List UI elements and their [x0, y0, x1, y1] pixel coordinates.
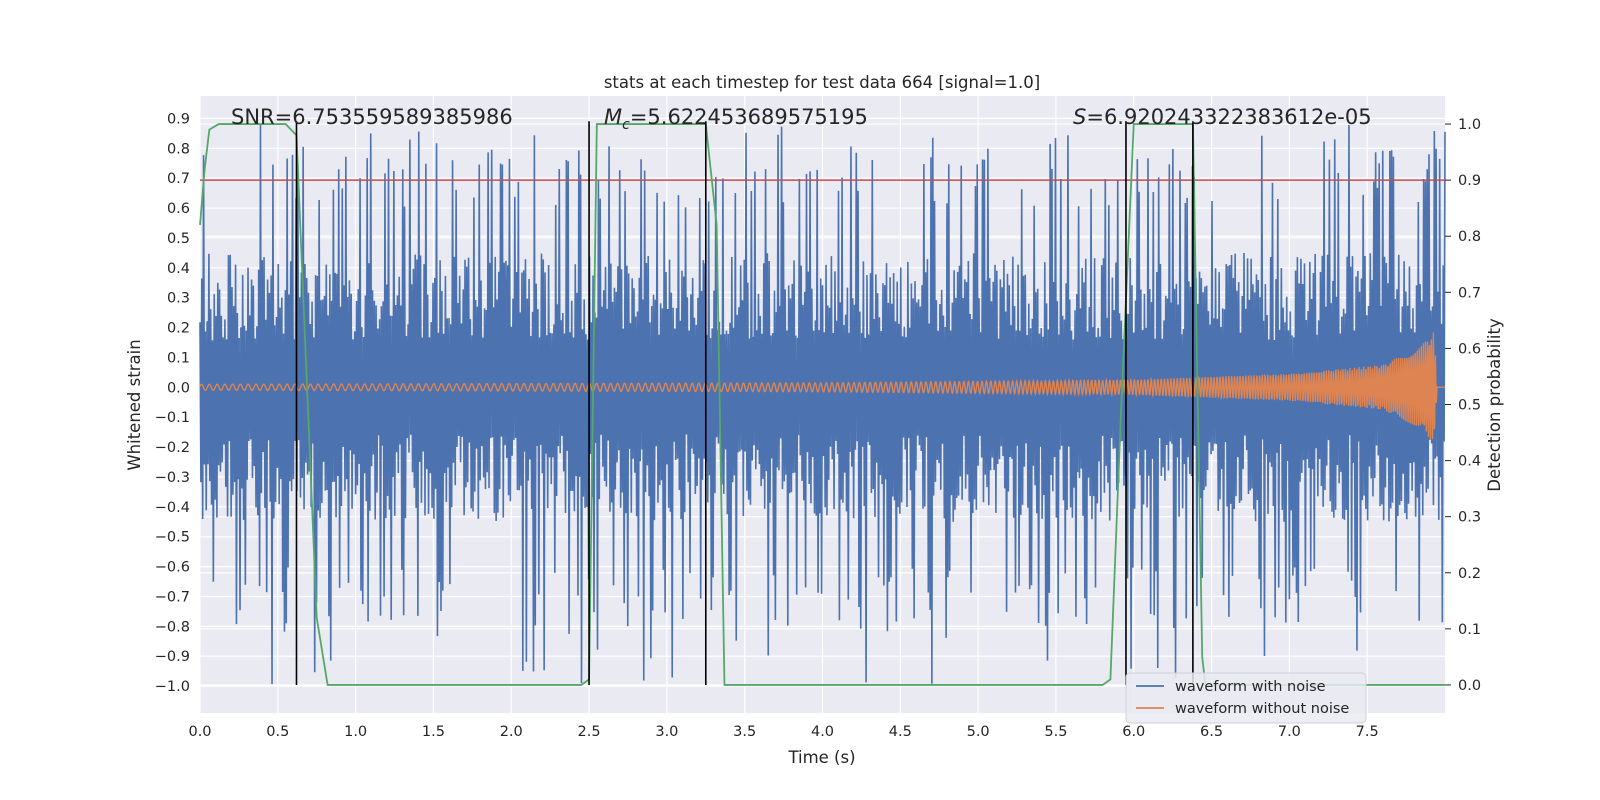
- chirp-mass-subscript: c: [622, 117, 630, 133]
- clean-waveform-line: [199, 332, 1445, 440]
- x-axis-ticks: 0.0 0.5 1.0 1.5 2.0 2.5 3.0 3.5 4.0 4.5 5.0 5.5 6.0 6…: [188, 724, 1378, 740]
- legend-box: [1125, 672, 1367, 724]
- x-tick-label: 0.0: [188, 724, 211, 740]
- series-waveform-with-noise: [199, 124, 1446, 685]
- chirp-mass-annotation: Mc=5.622453689575195: [604, 105, 868, 133]
- y-tick-label-right: 0.2: [1458, 566, 1481, 582]
- y-tick-label-right: 0.8: [1458, 229, 1481, 245]
- y-tick-label-left: −0.6: [155, 560, 190, 576]
- y-tick-label-right: 0.5: [1458, 398, 1481, 414]
- x-tick-label: 4.5: [889, 724, 912, 740]
- y-tick-label-right: 0.6: [1458, 341, 1481, 357]
- y-tick-label-left: 0.2: [167, 321, 190, 337]
- x-tick-label: 5.5: [1044, 724, 1067, 740]
- y-tick-label-right: 0.0: [1458, 678, 1481, 694]
- x-tick-label: 1.0: [344, 724, 367, 740]
- y-axis-left-ticks: 0.9 0.8 0.7 0.6 0.5 0.4 0.3 0.2 0.1 0.0 −0.1 −0.2 −0…: [155, 111, 190, 695]
- y-tick-label-left: 0.1: [167, 350, 190, 366]
- legend-label-clean: waveform without noise: [1175, 701, 1349, 717]
- chirp-mass-symbol: M: [604, 105, 622, 129]
- noise-waveform-line: [199, 124, 1446, 685]
- x-tick-label: 6.5: [1200, 724, 1223, 740]
- s-annotation: S=6.920243322383612e-05: [1073, 105, 1372, 129]
- y-tick-label-right: 0.4: [1458, 454, 1481, 470]
- probability-line: [199, 123, 1445, 686]
- x-tick-label: 1.5: [422, 724, 445, 740]
- y-tick-label-right: 0.9: [1458, 173, 1481, 189]
- y-tick-label-left: −0.7: [155, 589, 190, 605]
- series-waveform-without-noise: [199, 332, 1445, 440]
- y-tick-label-left: 0.3: [167, 291, 190, 307]
- legend: waveform with noise waveform without noi…: [1125, 672, 1367, 724]
- y-tick-label-left: 0.7: [167, 171, 190, 187]
- y-tick-label-left: −1.0: [155, 679, 190, 695]
- x-tick-label: 4.0: [811, 724, 834, 740]
- vertical-markers: [295, 121, 1194, 685]
- y-tick-label-right: 0.3: [1458, 510, 1481, 526]
- y-tick-label-left: 0.4: [167, 261, 190, 277]
- x-tick-label: 2.0: [500, 724, 523, 740]
- y-tick-label-left: 0.0: [167, 380, 190, 396]
- x-tick-label: 5.0: [967, 724, 990, 740]
- y-tick-label-left: −0.2: [155, 440, 190, 456]
- y-tick-label-left: 0.9: [167, 111, 190, 127]
- series-detection-probability: [199, 123, 1445, 686]
- x-axis-label: Time (s): [787, 748, 855, 767]
- y-axis-right-ticks: 1.0 0.9 0.8 0.7 0.6 0.5 0.4 0.3 0.2 0.1 0.0: [1445, 117, 1481, 694]
- snr-annotation: SNR=6.753559589385986: [231, 105, 513, 129]
- y-tick-label-left: −0.4: [155, 500, 190, 516]
- x-tick-label: 2.5: [578, 724, 601, 740]
- y-tick-label-left: 0.8: [167, 141, 190, 157]
- s-symbol: S: [1073, 105, 1086, 129]
- s-value: =6.920243322383612e-05: [1086, 105, 1371, 129]
- y-tick-label-right: 0.7: [1458, 285, 1481, 301]
- legend-label-noise: waveform with noise: [1175, 679, 1326, 695]
- y-tick-label-left: −0.9: [155, 649, 190, 665]
- y-tick-label-right: 1.0: [1458, 117, 1481, 133]
- y-axis-right-label: Detection probability: [1485, 318, 1504, 492]
- x-tick-label: 6.0: [1122, 724, 1145, 740]
- y-tick-label-left: −0.5: [155, 530, 190, 546]
- y-tick-label-right: 0.1: [1458, 622, 1481, 638]
- x-tick-label: 7.5: [1356, 724, 1379, 740]
- x-tick-label: 3.0: [655, 724, 678, 740]
- x-tick-label: 0.5: [266, 724, 289, 740]
- y-tick-label-left: 0.5: [167, 231, 190, 247]
- y-axis-left-label: Whitened strain: [125, 339, 144, 470]
- y-tick-label-left: 0.6: [167, 201, 190, 217]
- x-tick-label: 3.5: [733, 724, 756, 740]
- y-tick-label-left: −0.3: [155, 470, 190, 486]
- y-tick-label-left: −0.1: [155, 410, 190, 426]
- y-tick-label-left: −0.8: [155, 619, 190, 635]
- chirp-mass-value: =5.622453689575195: [630, 105, 868, 129]
- x-tick-label: 7.0: [1278, 724, 1301, 740]
- chart-title: stats at each timestep for test data 664…: [604, 73, 1040, 92]
